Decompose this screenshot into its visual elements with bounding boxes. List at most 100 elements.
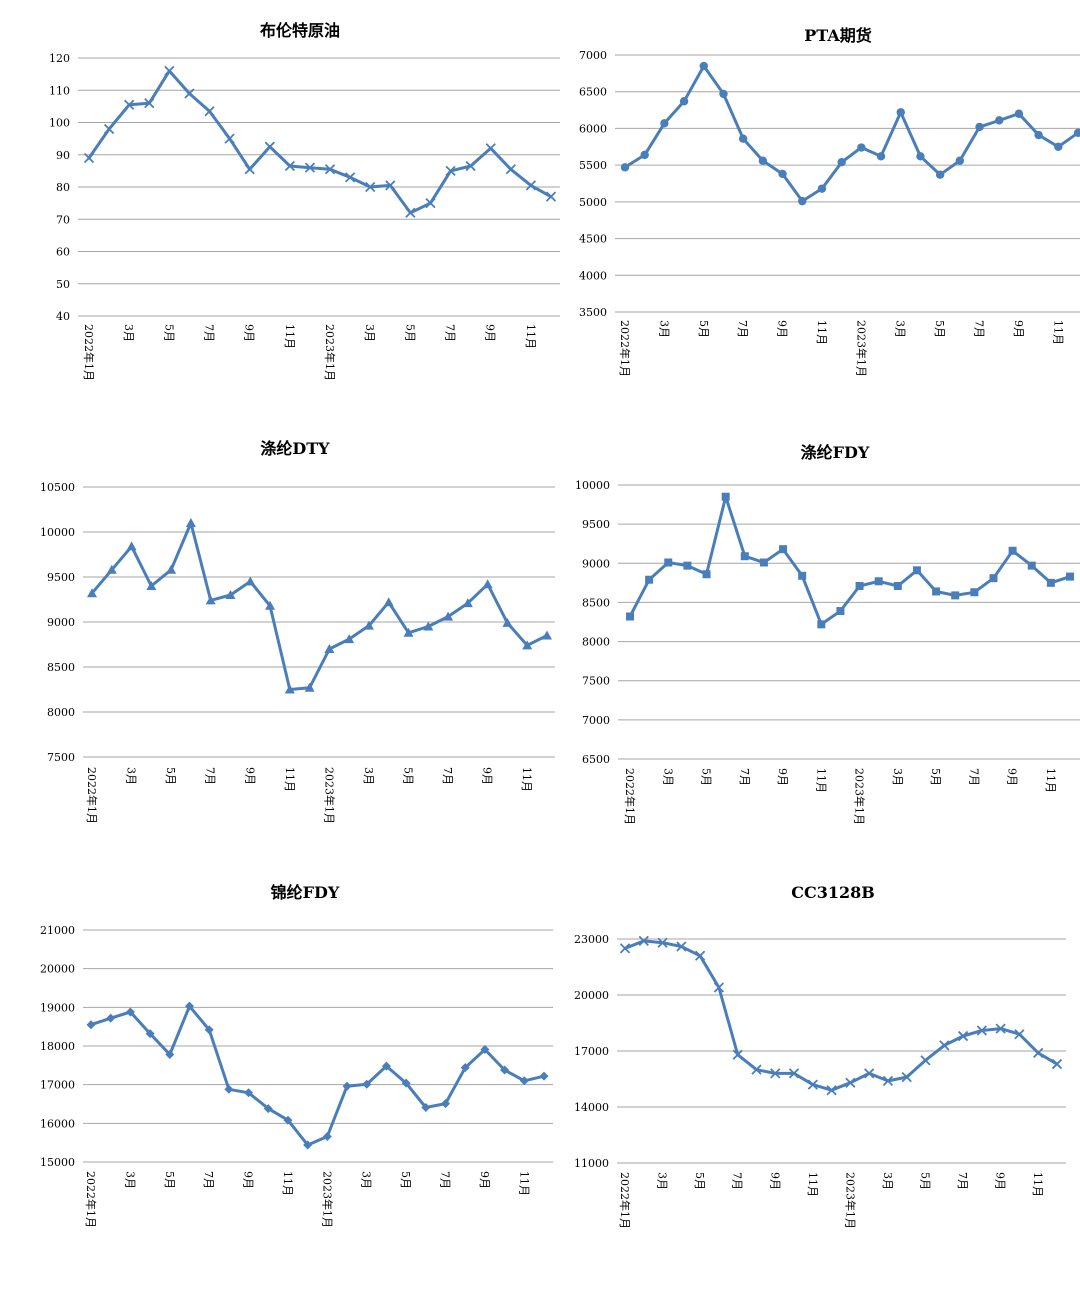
x-tick-label: 2022年1月 xyxy=(618,1172,632,1229)
series-line xyxy=(623,939,1059,1092)
x-tick-label: 2023年1月 xyxy=(854,320,868,377)
data-point xyxy=(1073,128,1080,138)
data-point xyxy=(304,162,316,173)
y-tick-label: 80 xyxy=(56,181,70,194)
x-tick-label: 5月 xyxy=(399,1171,412,1189)
data-point xyxy=(225,590,236,599)
data-point xyxy=(362,1079,372,1089)
data-point xyxy=(788,1068,800,1079)
data-point xyxy=(283,1115,293,1125)
chart-title: PTA期货 xyxy=(804,26,871,45)
data-point xyxy=(164,65,175,77)
data-point xyxy=(620,163,630,172)
series-line xyxy=(87,69,553,215)
chart-title: CC3128B xyxy=(791,883,875,902)
data-point xyxy=(955,156,965,165)
x-tick-label: 9月 xyxy=(994,1172,1007,1190)
data-point xyxy=(970,588,979,597)
x-tick-label: 9月 xyxy=(768,1172,781,1190)
data-point xyxy=(83,152,95,164)
x-tick-label: 5月 xyxy=(164,767,177,785)
x-tick-label: 11月 xyxy=(1051,320,1064,345)
x-tick-label: 11月 xyxy=(815,320,828,345)
x-tick-label: 2023年1月 xyxy=(320,1171,334,1228)
data-point xyxy=(676,941,687,952)
data-point xyxy=(441,1099,451,1109)
x-tick-label: 3月 xyxy=(891,768,904,786)
data-point xyxy=(165,1050,175,1060)
x-tick-label: 9月 xyxy=(478,1171,491,1189)
y-tick-label: 9500 xyxy=(582,518,610,531)
data-point xyxy=(836,607,845,616)
data-point xyxy=(1051,1058,1063,1070)
y-tick-label: 120 xyxy=(49,52,70,65)
data-point xyxy=(798,571,807,580)
x-tick-label: 11月 xyxy=(806,1172,819,1197)
data-point xyxy=(245,576,256,586)
x-tick-label: 5月 xyxy=(933,320,946,338)
y-tick-label: 16000 xyxy=(40,1117,75,1130)
data-point xyxy=(103,123,115,135)
x-tick-label: 11月 xyxy=(281,1171,294,1196)
data-point xyxy=(660,119,669,128)
x-tick-label: 3月 xyxy=(661,768,674,786)
x-tick-label: 7月 xyxy=(731,1172,744,1190)
x-tick-label: 2023年1月 xyxy=(322,767,336,824)
data-point xyxy=(683,561,692,570)
data-point xyxy=(525,180,537,191)
data-point xyxy=(383,597,394,607)
x-tick-label: 9月 xyxy=(484,324,497,342)
x-tick-label: 2023年1月 xyxy=(843,1172,857,1229)
x-tick-label: 3月 xyxy=(125,767,138,785)
data-point xyxy=(901,1071,912,1083)
data-point xyxy=(1008,546,1017,555)
data-point xyxy=(626,612,634,621)
data-point xyxy=(263,1104,273,1114)
y-tick-label: 100 xyxy=(49,117,70,130)
data-point xyxy=(363,620,374,630)
y-tick-label: 8500 xyxy=(582,596,610,609)
data-point xyxy=(485,143,496,154)
y-tick-label: 4000 xyxy=(579,269,607,282)
data-point xyxy=(751,1064,762,1075)
y-tick-label: 8000 xyxy=(47,706,75,719)
chart-panel-5: 锦纶FDY 15000 16000 17000 18000 19000 20000 21000… xyxy=(40,883,553,1228)
y-tick-label: 6500 xyxy=(579,86,607,99)
data-point xyxy=(500,1065,510,1075)
y-tick-label: 110 xyxy=(49,84,70,97)
x-tick-label: 2022年1月 xyxy=(85,767,99,824)
data-point xyxy=(817,184,827,193)
chart-title: 锦纶FDY xyxy=(271,883,340,902)
data-point xyxy=(124,99,135,110)
x-tick-label: 2022年1月 xyxy=(82,324,96,381)
y-tick-label: 7500 xyxy=(47,751,75,764)
chart-panel-3: 涤纶DTY 7500 8000 8500 9000 9500 10000 10500 2022年… xyxy=(40,439,555,824)
x-tick-label: 9月 xyxy=(243,767,256,785)
x-tick-label: 3月 xyxy=(360,1171,373,1189)
x-tick-label: 11月 xyxy=(1031,1172,1044,1197)
data-point xyxy=(912,566,921,575)
data-point xyxy=(732,1049,743,1060)
x-tick-label: 7月 xyxy=(736,320,749,338)
x-tick-label: 3月 xyxy=(656,1172,669,1190)
x-tick-label: 11月 xyxy=(814,768,827,793)
x-tick-label: 7月 xyxy=(204,767,217,785)
data-point xyxy=(342,1081,352,1091)
y-tick-label: 60 xyxy=(56,246,70,259)
data-point xyxy=(365,181,376,193)
x-tick-label: 5月 xyxy=(929,768,942,786)
data-point xyxy=(482,579,493,589)
chart-panel-1: 布伦特原油 40 50 60 70 80 90 100 110 120 2022年1月 3月 5月 7月 9… xyxy=(49,21,560,381)
x-tick-label: 7月 xyxy=(973,320,986,338)
y-tick-label: 8500 xyxy=(47,661,75,674)
data-point xyxy=(381,1061,391,1071)
data-point xyxy=(204,106,215,117)
data-point xyxy=(303,1140,313,1150)
x-tick-label: 5月 xyxy=(403,324,416,342)
x-tick-label: 3月 xyxy=(363,324,376,342)
data-point xyxy=(719,89,728,99)
data-point xyxy=(1046,578,1055,587)
data-point xyxy=(125,1007,135,1017)
y-tick-label: 7000 xyxy=(582,714,610,727)
data-point xyxy=(1034,130,1043,140)
